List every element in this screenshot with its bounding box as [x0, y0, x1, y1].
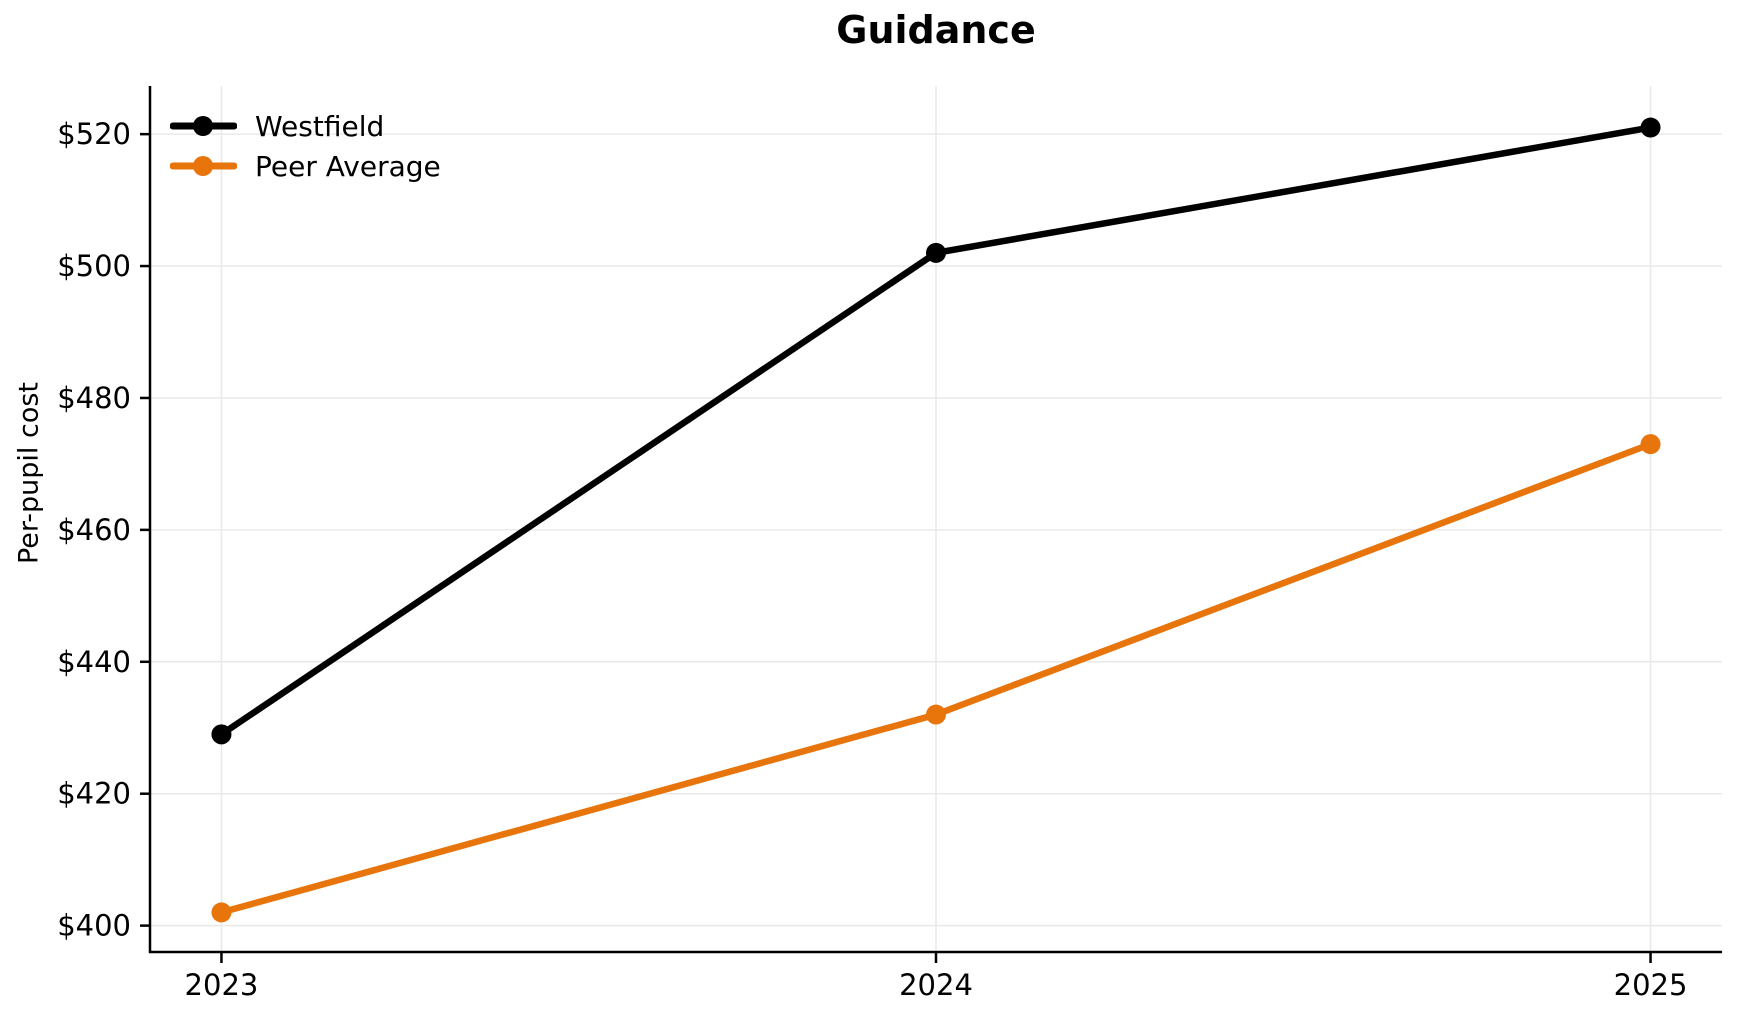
y-tick-label: $480: [57, 381, 131, 415]
data-point-peer-average: [926, 704, 946, 725]
legend-item-westfield: Westfield: [170, 106, 441, 146]
legend-item-peer-average: Peer Average: [170, 146, 441, 186]
chart-title: Guidance: [836, 8, 1036, 52]
x-tick-label: 2023: [185, 968, 259, 1002]
y-tick-label: $500: [57, 249, 131, 283]
legend-label-westfield: Westfield: [255, 109, 385, 143]
data-point-westfield: [211, 724, 232, 745]
x-tick-label: 2024: [899, 968, 973, 1002]
y-axis-label: Per-pupil cost: [13, 381, 45, 565]
y-tick-label: $520: [57, 117, 131, 151]
legend-line-sample-westfield: [170, 116, 237, 136]
legend-line-sample-peer-average: [170, 156, 237, 176]
y-tick-label: $460: [57, 513, 131, 547]
y-tick-label: $420: [57, 777, 131, 811]
data-point-peer-average: [1640, 434, 1661, 455]
y-tick-label: $400: [57, 909, 131, 943]
data-point-westfield: [1640, 117, 1661, 138]
legend-label-peer-average: Peer Average: [255, 149, 441, 183]
data-point-westfield: [926, 242, 946, 263]
legend: Westfield Peer Average: [170, 106, 441, 186]
y-tick-label: $440: [57, 645, 131, 679]
x-tick-label: 2025: [1614, 968, 1688, 1002]
data-point-peer-average: [211, 902, 232, 923]
